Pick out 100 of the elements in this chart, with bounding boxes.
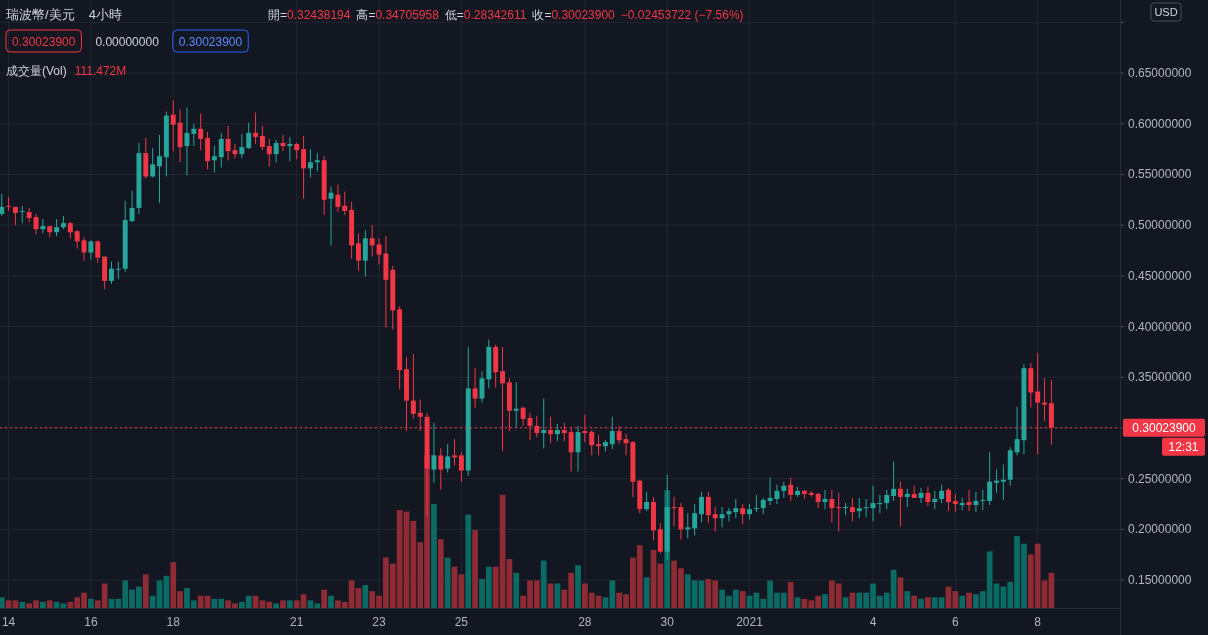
candlestick — [589, 429, 595, 456]
candlestick — [170, 99, 176, 152]
candlestick — [644, 491, 650, 512]
text: 12:31 — [1168, 439, 1199, 454]
bar — [918, 598, 924, 608]
candlestick — [452, 438, 457, 467]
text: USD — [1154, 6, 1178, 18]
chart-title: 成交量(Vol) — [6, 64, 67, 78]
x-tick-label: 28 — [578, 615, 592, 629]
candlestick — [150, 147, 156, 178]
candlestick — [1042, 377, 1047, 422]
annotation: 0.30023900 — [178, 35, 243, 49]
y-tick-label: 0.55000000 — [1128, 167, 1192, 182]
x-tick-label: 2021 — [736, 615, 764, 629]
y-tick-label: 0.15000000 — [1128, 573, 1192, 588]
candlestick — [362, 229, 368, 278]
x-tick-label: 30 — [660, 615, 675, 629]
candlestick — [712, 506, 718, 532]
candlestick — [191, 123, 197, 147]
candlestick — [541, 398, 547, 449]
bar — [540, 560, 547, 608]
candlestick — [19, 205, 25, 224]
x-tick-label: 18 — [166, 615, 181, 629]
bar — [142, 574, 149, 608]
candlestick — [699, 491, 704, 523]
candlestick — [273, 139, 279, 163]
x-tick-label: 21 — [290, 615, 304, 629]
candlestick — [994, 469, 999, 494]
candlestick — [410, 353, 416, 420]
candlestick — [218, 132, 224, 168]
candlestick — [891, 460, 897, 502]
x-tick-label: 4 — [869, 615, 877, 629]
bar — [5, 600, 12, 608]
x-tick-label: 23 — [372, 615, 387, 629]
candlestick — [6, 196, 12, 212]
candlestick — [918, 487, 924, 504]
x-tick-label: 14 — [1, 615, 16, 629]
candlestick — [877, 494, 883, 514]
y-tick-label: 0.65000000 — [1128, 66, 1192, 81]
bar — [822, 594, 828, 608]
bar — [472, 529, 478, 608]
annotation: 開=0.32438194 — [268, 8, 351, 22]
candlestick — [335, 184, 341, 213]
candlestick — [904, 488, 910, 508]
y-tick-label: 0.35000000 — [1128, 370, 1192, 385]
bar — [465, 514, 472, 608]
bar — [925, 597, 931, 608]
candlestick — [973, 491, 979, 513]
candlestick — [829, 489, 835, 523]
candlestick — [843, 502, 849, 516]
candlestick — [740, 503, 746, 525]
candlestick — [369, 224, 375, 258]
bar — [794, 597, 801, 608]
candlestick — [445, 443, 451, 474]
candlestick — [863, 498, 869, 518]
annotation: 0.00000000 — [95, 35, 160, 49]
candlestick — [980, 489, 986, 511]
candlestick — [472, 367, 478, 409]
candlestick — [884, 489, 890, 510]
candlestick — [225, 125, 231, 161]
candlestick — [74, 229, 80, 249]
candlestick — [115, 261, 121, 280]
y-tick-label: 0.25000000 — [1128, 471, 1192, 486]
candlestick — [198, 113, 204, 151]
candlestick — [609, 416, 615, 450]
candlestick — [211, 145, 217, 173]
bar — [959, 595, 966, 608]
x-tick-label: 8 — [1034, 615, 1042, 629]
candlestick — [184, 107, 190, 176]
annotation: 111.472M — [74, 64, 127, 78]
candlestick — [342, 191, 348, 216]
bar — [904, 591, 911, 608]
candlestick — [719, 506, 725, 528]
candlestick — [458, 451, 464, 483]
bar — [328, 595, 334, 608]
candlestick — [966, 489, 972, 512]
bar — [362, 585, 369, 608]
annotation: 高=0.34705958 — [356, 8, 440, 22]
bar — [88, 598, 94, 608]
bar — [60, 603, 67, 608]
candlestick — [726, 507, 732, 522]
candlestick — [685, 512, 691, 540]
candlestick — [897, 481, 903, 527]
bar — [739, 591, 746, 608]
candlestick — [438, 447, 444, 491]
candlestick — [836, 492, 842, 532]
candlestick — [939, 484, 945, 504]
candlestick — [692, 503, 698, 536]
bar — [321, 589, 328, 608]
candlestick — [479, 370, 485, 404]
candlestick — [815, 492, 821, 509]
annotation: 0.30023900 — [12, 35, 76, 49]
y-tick-label: 0.20000000 — [1128, 522, 1192, 537]
bar — [12, 600, 19, 608]
candlestick — [946, 487, 951, 512]
candlestick — [81, 236, 87, 262]
x-tick-label: 6 — [952, 615, 959, 629]
candlestick — [266, 138, 272, 167]
bar — [513, 572, 520, 608]
bar — [431, 503, 437, 608]
